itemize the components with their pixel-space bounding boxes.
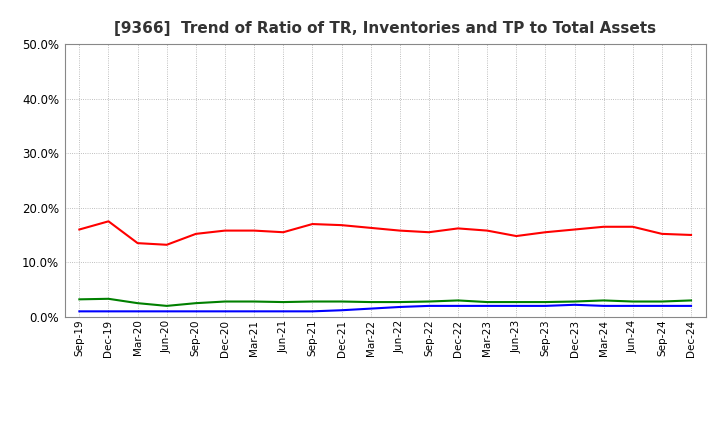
Trade Receivables [512,233,521,238]
Inventories [687,303,696,308]
Trade Receivables [337,223,346,228]
Title: [9366]  Trend of Ratio of TR, Inventories and TP to Total Assets: [9366] Trend of Ratio of TR, Inventories… [114,21,656,36]
Inventories [541,303,550,308]
Trade Receivables [599,224,608,229]
Trade Payables [425,299,433,304]
Inventories [366,306,375,311]
Trade Payables [541,300,550,305]
Trade Payables [75,297,84,302]
Trade Payables [192,301,200,306]
Trade Payables [570,299,579,304]
Inventories [657,303,666,308]
Line: Trade Receivables: Trade Receivables [79,221,691,245]
Inventories [104,309,113,314]
Inventories [629,303,637,308]
Trade Receivables [687,232,696,238]
Trade Payables [454,298,462,303]
Trade Payables [395,300,404,305]
Inventories [133,309,142,314]
Trade Receivables [308,221,317,227]
Trade Receivables [192,231,200,237]
Trade Payables [599,298,608,303]
Trade Payables [279,300,287,305]
Trade Receivables [629,224,637,229]
Inventories [75,309,84,314]
Trade Receivables [163,242,171,247]
Trade Receivables [279,230,287,235]
Trade Receivables [483,228,492,233]
Trade Payables [366,300,375,305]
Inventories [250,309,258,314]
Trade Payables [337,299,346,304]
Trade Payables [512,300,521,305]
Trade Receivables [250,228,258,233]
Inventories [483,303,492,308]
Line: Inventories: Inventories [79,305,691,312]
Inventories [570,302,579,308]
Inventories [395,304,404,310]
Trade Receivables [75,227,84,232]
Inventories [512,303,521,308]
Trade Receivables [454,226,462,231]
Trade Payables [133,301,142,306]
Inventories [308,309,317,314]
Inventories [163,309,171,314]
Trade Payables [250,299,258,304]
Trade Receivables [395,228,404,233]
Trade Payables [687,298,696,303]
Trade Payables [308,299,317,304]
Trade Receivables [657,231,666,237]
Trade Receivables [220,228,229,233]
Line: Trade Payables: Trade Payables [79,299,691,306]
Trade Receivables [541,230,550,235]
Trade Receivables [570,227,579,232]
Trade Payables [104,296,113,301]
Inventories [192,309,200,314]
Inventories [337,308,346,313]
Trade Payables [220,299,229,304]
Trade Receivables [104,219,113,224]
Trade Receivables [366,225,375,231]
Inventories [220,309,229,314]
Trade Payables [163,303,171,308]
Inventories [425,303,433,308]
Trade Payables [629,299,637,304]
Trade Receivables [133,241,142,246]
Inventories [599,303,608,308]
Trade Receivables [425,230,433,235]
Trade Payables [657,299,666,304]
Inventories [279,309,287,314]
Inventories [454,303,462,308]
Trade Payables [483,300,492,305]
